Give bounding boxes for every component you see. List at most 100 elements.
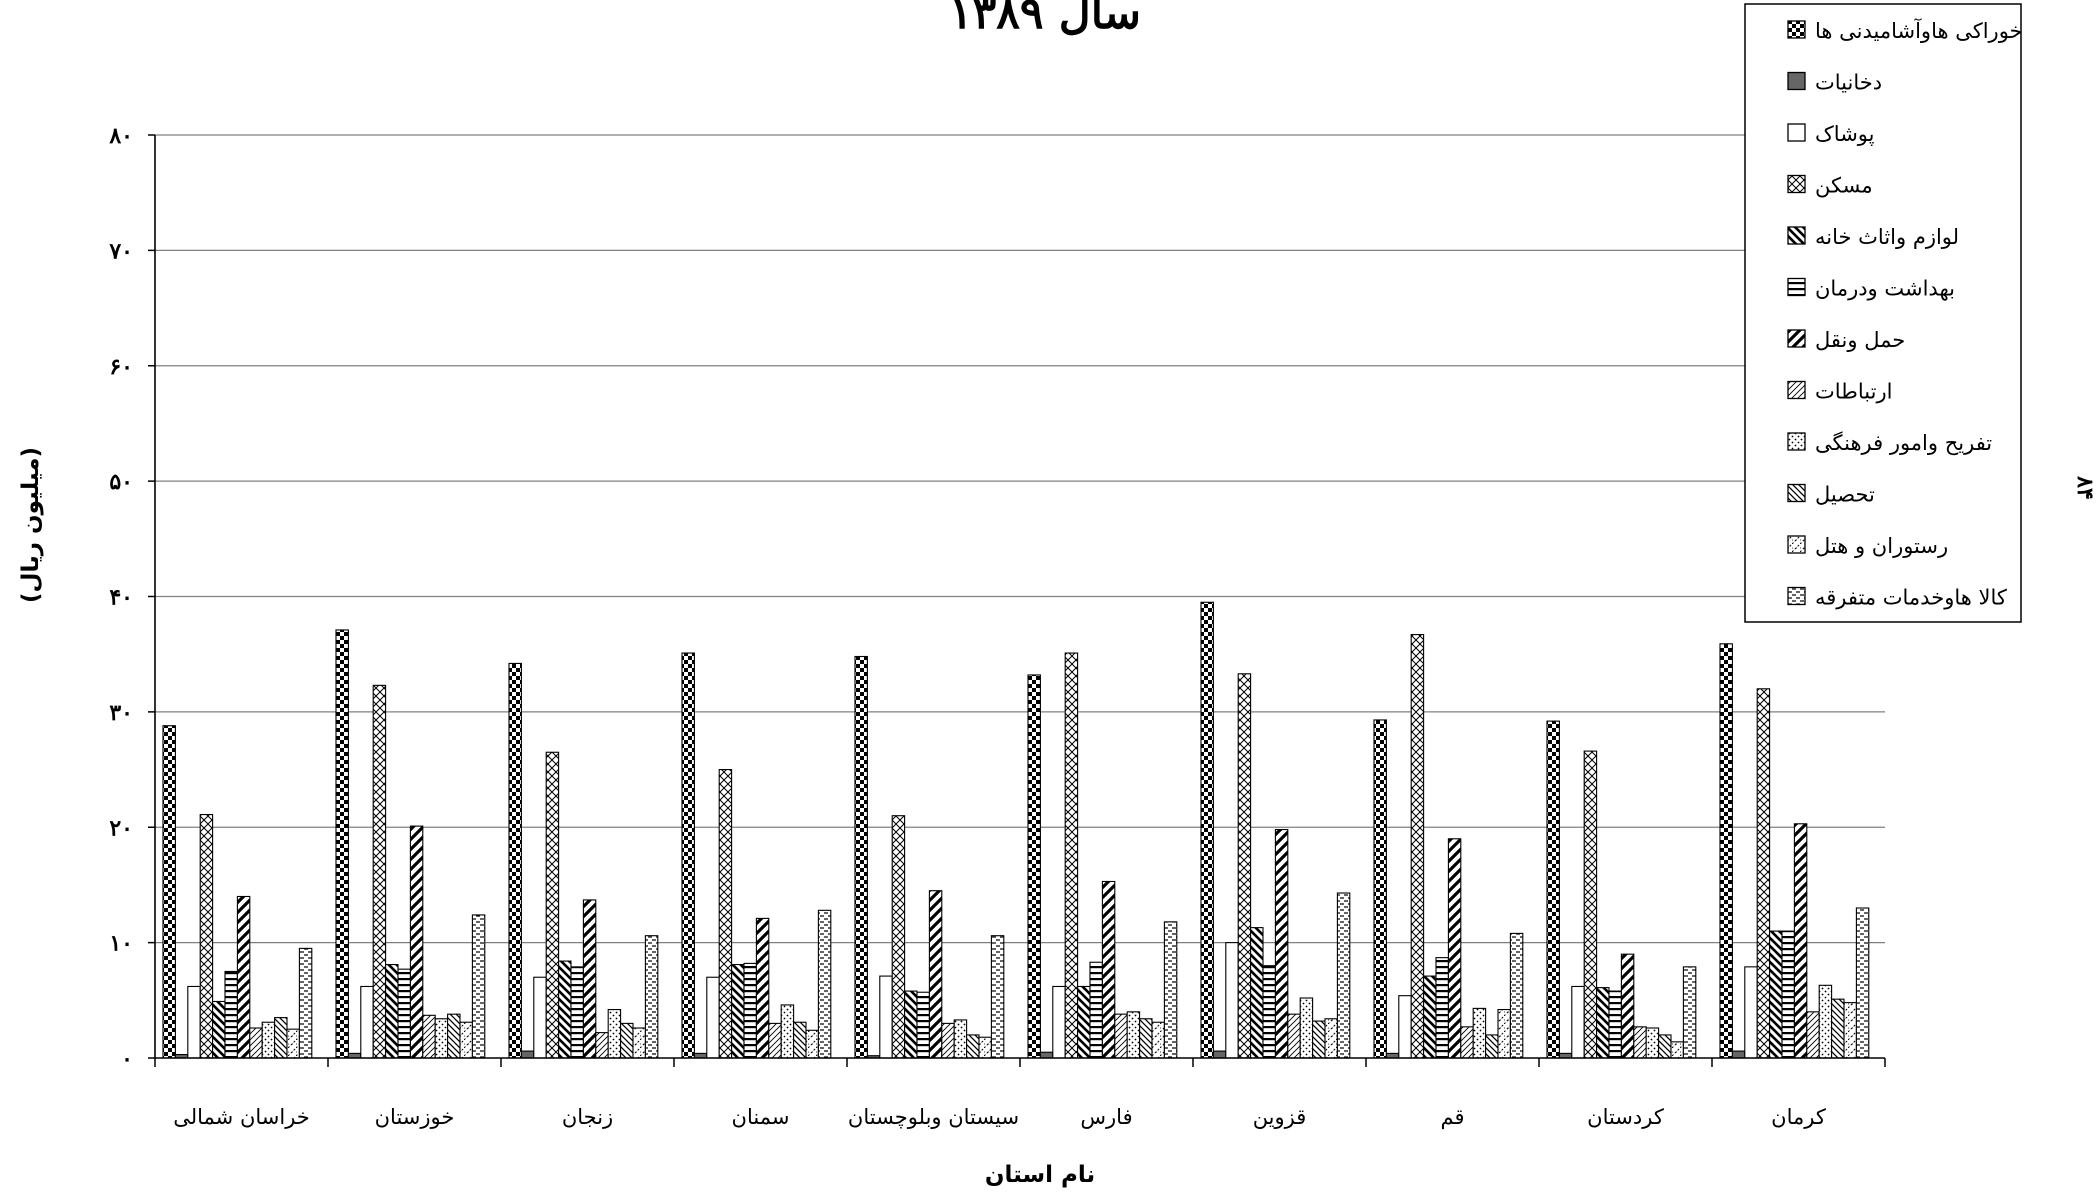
- bar: [966, 1034, 980, 1059]
- bar: [360, 985, 374, 1059]
- bar: [1447, 838, 1462, 1059]
- legend-swatch: [1787, 329, 1806, 348]
- bar: [1027, 674, 1041, 1059]
- bar: [1089, 961, 1103, 1059]
- bar: [1373, 719, 1387, 1059]
- bar: [990, 935, 1005, 1059]
- bar: [1744, 966, 1758, 1059]
- bar: [1769, 930, 1783, 1059]
- legend-swatch: [1787, 20, 1806, 39]
- y-tick-label: ۳۰: [109, 700, 133, 726]
- bar: [447, 1013, 461, 1059]
- bar: [187, 985, 201, 1059]
- bar: [1571, 985, 1585, 1059]
- legend-swatch: [1787, 277, 1806, 297]
- x-tick-label: فارس: [1080, 1105, 1132, 1129]
- legend-swatch: [1787, 535, 1806, 554]
- bar: [1682, 966, 1697, 1059]
- bar: [904, 990, 918, 1059]
- bar: [1336, 892, 1351, 1059]
- legend-label: بهداشت ودرمان: [1815, 277, 1955, 301]
- x-tick-label: خراسان شمالی: [173, 1105, 310, 1129]
- bar: [1546, 720, 1560, 1059]
- bar: [471, 914, 486, 1059]
- bar: [891, 815, 906, 1059]
- bar: [1831, 998, 1845, 1059]
- bar: [793, 1021, 807, 1059]
- bar: [595, 1032, 609, 1059]
- bar: [162, 725, 176, 1059]
- bar: [1855, 907, 1870, 1059]
- y-tick-label: ۰: [121, 1046, 133, 1072]
- legend-label: ارتباطات: [1815, 380, 1892, 404]
- bar: [434, 1018, 449, 1059]
- bar: [199, 814, 214, 1059]
- y-tick-label: ۲۰: [109, 815, 133, 841]
- legend-box: [1744, 3, 2022, 623]
- bar: [731, 963, 745, 1059]
- bar: [1039, 1051, 1054, 1059]
- bar: [1596, 987, 1610, 1059]
- bar: [1472, 1007, 1487, 1059]
- bar: [1756, 688, 1771, 1059]
- bar: [397, 968, 411, 1059]
- bar: [335, 629, 349, 1059]
- bar: [1077, 985, 1091, 1059]
- legend-label: رستوران و هتل: [1815, 534, 1948, 558]
- chart-title: سال ۱۳۸۹: [949, 0, 1141, 39]
- bar: [1658, 1034, 1672, 1059]
- bar: [558, 960, 572, 1059]
- y-axis-label: (میلیون ریال): [18, 447, 44, 603]
- x-tick-label: زنجان: [562, 1105, 613, 1129]
- y-tick-label: ۷۰: [108, 238, 133, 264]
- legend: خوراکی هاوآشامیدنی ها دخانیات پوشاک مسکن لوا…: [1744, 3, 2023, 623]
- bar: [1312, 1020, 1326, 1059]
- bar: [1670, 1041, 1684, 1059]
- bar: [1633, 1026, 1647, 1059]
- x-axis-label: نام استان: [985, 1162, 1095, 1188]
- bar: [1287, 1013, 1301, 1059]
- bar: [1101, 880, 1116, 1059]
- bar: [1645, 1027, 1660, 1059]
- bar: [1719, 643, 1733, 1059]
- bar: [706, 976, 720, 1059]
- bar: [545, 751, 560, 1059]
- bar: [533, 976, 547, 1059]
- bar: [1324, 1018, 1338, 1059]
- bar: [1064, 652, 1079, 1059]
- bar: [1398, 995, 1412, 1059]
- bar: [644, 935, 659, 1059]
- bar: [261, 1021, 276, 1059]
- bar: [780, 1004, 795, 1059]
- bar: [1212, 1050, 1227, 1059]
- bar: [1237, 673, 1252, 1059]
- legend-swatch: [1787, 226, 1806, 245]
- y-tick-label: ۴۰: [109, 585, 133, 611]
- legend-label: تحصیل: [1815, 483, 1875, 507]
- legend-swatch: [1787, 174, 1806, 194]
- bar: [632, 1027, 646, 1059]
- bar: [409, 825, 424, 1059]
- x-tick-label: سیستان وبلوچستان: [848, 1105, 1019, 1129]
- bar: [1139, 1018, 1153, 1059]
- bar: [520, 1050, 535, 1059]
- legend-swatch: [1787, 483, 1806, 503]
- bars: [162, 601, 1870, 1059]
- bar: [1731, 1050, 1746, 1059]
- legend-label: خوراکی هاوآشامیدنی ها: [1815, 18, 2023, 43]
- bar: [286, 1028, 300, 1059]
- bar: [1299, 997, 1314, 1059]
- legend-label: لوازم واثاث خانه: [1815, 225, 1959, 249]
- y-tick-label: ۵۰: [109, 469, 133, 495]
- bar: [743, 962, 757, 1059]
- bar: [1818, 984, 1833, 1059]
- bar: [1806, 1011, 1820, 1059]
- x-tick-label: قم: [1440, 1105, 1464, 1130]
- bar: [274, 1017, 288, 1059]
- bar: [953, 1019, 968, 1059]
- y-tick-label: ۶۰: [109, 354, 133, 380]
- legend-label: حمل ونقل: [1815, 328, 1905, 352]
- x-tick-label: خوزستان: [375, 1105, 455, 1129]
- bar: [224, 970, 238, 1059]
